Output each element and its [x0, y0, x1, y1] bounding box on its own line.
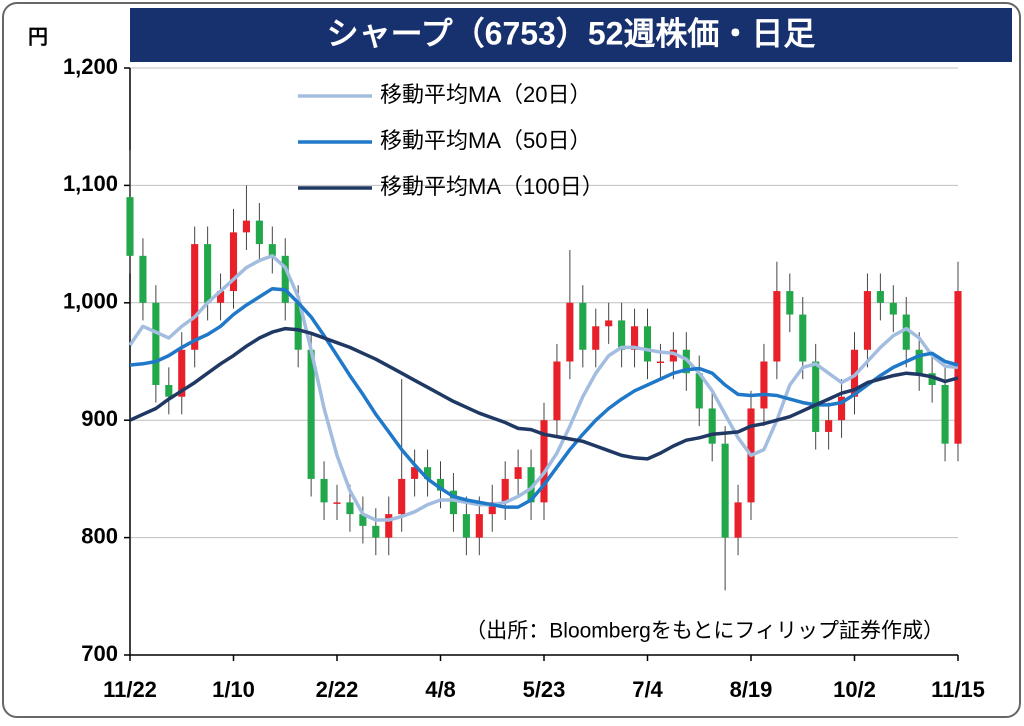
source-note: （出所：Bloombergをもとにフィリップ証券作成） [465, 620, 944, 643]
x-tick-label: 5/23 [523, 677, 566, 702]
y-tick-label: 1,200 [63, 54, 118, 79]
candle-body [398, 478, 406, 515]
candle-body [333, 502, 341, 504]
candle-body [126, 197, 134, 256]
legend-label: 移動平均MA（100日） [380, 174, 604, 199]
x-tick-label: 2/22 [316, 677, 359, 702]
candle-body [281, 255, 289, 303]
candle-body [385, 514, 393, 538]
candle-body [255, 220, 263, 245]
candle-body [605, 320, 613, 327]
candle-body [268, 244, 276, 256]
x-tick-label: 7/4 [632, 677, 663, 702]
candle-body [178, 349, 186, 397]
candle-body [825, 420, 833, 432]
candle-body [941, 384, 949, 444]
legend-label: 移動平均MA（20日） [380, 82, 591, 107]
candle-body [462, 514, 470, 538]
y-tick-label: 1,000 [63, 289, 118, 314]
candle-body [359, 514, 367, 526]
x-tick-label: 1/10 [212, 677, 255, 702]
candle-body [204, 244, 212, 303]
y-tick-label: 800 [81, 523, 118, 548]
candle-body [656, 361, 664, 363]
x-tick-label: 10/2 [833, 677, 876, 702]
candle-body [411, 467, 419, 479]
candle-body [876, 291, 884, 303]
candle-body [760, 361, 768, 409]
candle-body [449, 490, 457, 515]
candle-body [514, 467, 522, 479]
chart-title: シャープ（6753）52週株価・日足 [327, 15, 816, 51]
candle-body [902, 314, 910, 350]
candle-body [643, 326, 652, 362]
candle-body [669, 349, 677, 362]
candle-body [191, 244, 199, 350]
candle-body [734, 502, 742, 538]
candle-body [372, 525, 380, 538]
y-unit: 円 [28, 26, 48, 48]
candle-body [527, 467, 535, 503]
candle-body [553, 361, 561, 421]
candle-body [721, 443, 729, 538]
candle-body [773, 291, 781, 362]
candle-body [294, 302, 302, 350]
legend-label: 移動平均MA（50日） [380, 128, 591, 153]
candle-body [307, 349, 315, 479]
title-banner [130, 8, 1012, 62]
candle-body [540, 420, 548, 503]
y-tick-label: 900 [81, 406, 118, 431]
candle-body [320, 478, 328, 503]
ma-line [129, 286, 959, 509]
candle-body [488, 502, 496, 515]
x-tick-label: 11/15 [931, 677, 985, 702]
candle-body [165, 384, 173, 397]
candle-body [424, 467, 432, 479]
candle-body [889, 302, 897, 315]
y-tick-label: 700 [81, 641, 118, 666]
x-tick-label: 11/22 [103, 677, 157, 702]
candle-body [631, 326, 639, 350]
candle-body [592, 326, 600, 350]
ma-line [128, 254, 959, 522]
candle-body [799, 314, 807, 362]
y-tick-label: 1,100 [63, 171, 118, 196]
candle-body [217, 291, 225, 303]
candle-body [786, 291, 794, 315]
candle-body [436, 478, 445, 491]
ma-line [129, 326, 959, 461]
candle-body [618, 320, 626, 350]
candle-body [838, 396, 846, 421]
candle-body [695, 373, 703, 409]
x-tick-label: 8/19 [730, 677, 773, 702]
x-tick-label: 4/8 [425, 677, 456, 702]
candle-body [915, 349, 923, 374]
candle-body [152, 302, 160, 385]
candle-body [242, 220, 250, 233]
candle-body [812, 361, 820, 432]
candle-body [229, 232, 238, 292]
candle-body [579, 302, 587, 350]
candle-body [346, 502, 354, 515]
candle-body [863, 291, 871, 350]
candle-body [928, 373, 936, 385]
candle-body [708, 408, 716, 444]
candle-body [566, 302, 574, 362]
candle-body [475, 514, 483, 538]
candle-body [139, 255, 147, 303]
candle-body [501, 478, 509, 503]
